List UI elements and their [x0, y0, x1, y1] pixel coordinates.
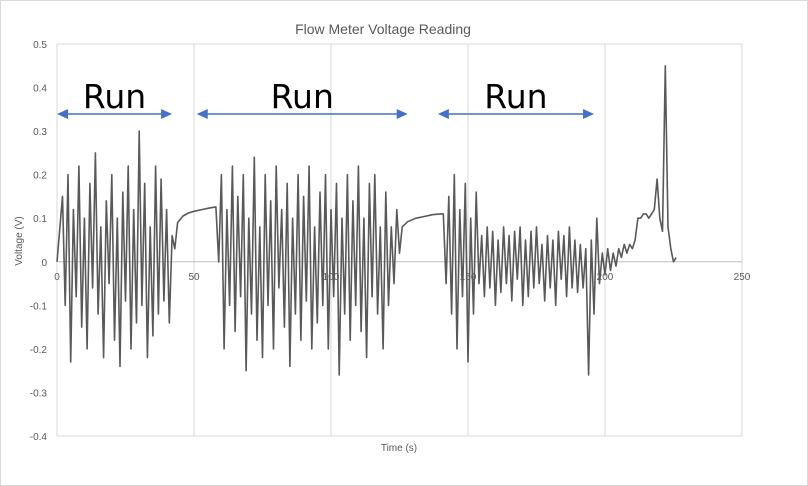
- axes: 0 50 100 150 200 250 -0.4 -0.3 -0.2 -0.1 0 0.1 0.2 0.…: [30, 40, 751, 443]
- y-tick-label: -0.1: [30, 301, 48, 312]
- run-annotation: Run: [437, 77, 595, 119]
- x-tick-label: 200: [597, 272, 614, 283]
- y-tick-label: -0.4: [30, 432, 48, 443]
- run-label: Run: [271, 77, 334, 116]
- run-arrowhead-right: [396, 109, 408, 119]
- x-tick-label: 250: [734, 272, 751, 283]
- y-tick-label: -0.2: [30, 345, 48, 356]
- run-arrowhead-left: [57, 109, 68, 119]
- run-arrowhead-left: [196, 109, 208, 119]
- y-tick-label: -0.3: [30, 388, 48, 399]
- run-label: Run: [484, 77, 547, 116]
- y-tick-label: 0.4: [33, 84, 47, 95]
- gridlines: [56, 43, 743, 437]
- y-tick-label: 0: [41, 258, 47, 269]
- y-axis-title: Voltage (V): [14, 216, 25, 265]
- plot-area: [56, 65, 677, 376]
- y-tick-label: 0.1: [33, 214, 47, 225]
- run-annotation: Run: [196, 77, 408, 119]
- y-tick-label: 0.5: [33, 40, 47, 51]
- x-tick-label: 150: [460, 272, 477, 283]
- run-arrowhead-right: [583, 109, 595, 119]
- x-axis-title: Time (s): [381, 443, 417, 454]
- x-tick-label: 100: [323, 272, 340, 283]
- series-line: [56, 65, 677, 376]
- annotations: Run Run Run: [57, 77, 595, 119]
- chart-title: Flow Meter Voltage Reading: [295, 21, 471, 37]
- x-tick-label: 0: [54, 272, 60, 283]
- y-tick-label: 0.2: [33, 171, 47, 182]
- run-arrowhead-left: [437, 109, 449, 119]
- run-annotation: Run: [57, 77, 173, 119]
- x-tick-label: 50: [188, 272, 200, 283]
- y-tick-label: 0.3: [33, 127, 47, 138]
- run-label: Run: [83, 77, 146, 116]
- run-arrowhead-right: [161, 109, 173, 119]
